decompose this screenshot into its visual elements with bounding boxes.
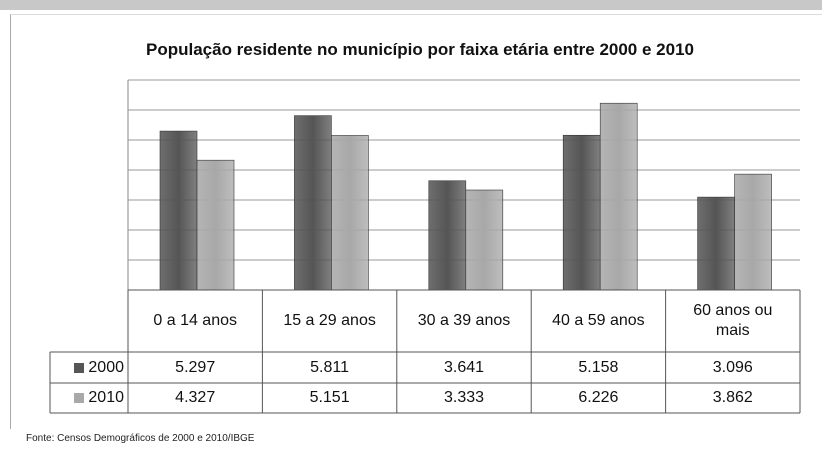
value-label: 4.327 [175, 389, 216, 406]
category-label: 15 a 29 anos [283, 312, 376, 329]
value-label: 5.151 [309, 389, 350, 406]
bar [599, 102, 638, 291]
value-label: 5.811 [310, 358, 350, 376]
source-note: Fonte: Censos Demográficos de 2000 e 201… [26, 433, 255, 444]
chart-title: População residente no município por fai… [146, 40, 694, 59]
bar [196, 159, 235, 291]
value-label: 3.641 [443, 358, 485, 376]
value-label: 3.333 [443, 389, 485, 406]
legend-label: 2000 [88, 358, 124, 376]
value-label: 3.096 [712, 358, 753, 376]
bar [562, 134, 601, 291]
category-label: 60 anos ou mais [693, 302, 773, 339]
bar [159, 130, 198, 291]
bar [697, 196, 735, 291]
category-label: 30 a 39 anos [417, 312, 511, 329]
category-label: 40 a 59 anos [552, 312, 645, 329]
value-label: 3.862 [712, 389, 753, 406]
value-label: 5.297 [175, 358, 216, 376]
bar [294, 115, 332, 291]
legend-entry: 2000 [50, 352, 128, 383]
legend-swatch [74, 393, 85, 403]
legend-swatch [74, 362, 85, 373]
value-label: 6.226 [578, 389, 619, 406]
bar [465, 189, 504, 291]
top-bar [0, 0, 822, 10]
bar [331, 135, 369, 291]
bar [428, 180, 467, 291]
bar [734, 173, 772, 291]
chart-frame [10, 14, 822, 429]
legend-entry: 2010 [50, 383, 128, 413]
category-label: 0 a 14 anos [153, 312, 237, 329]
value-label: 5.158 [578, 358, 619, 376]
legend-label: 2010 [88, 389, 124, 406]
